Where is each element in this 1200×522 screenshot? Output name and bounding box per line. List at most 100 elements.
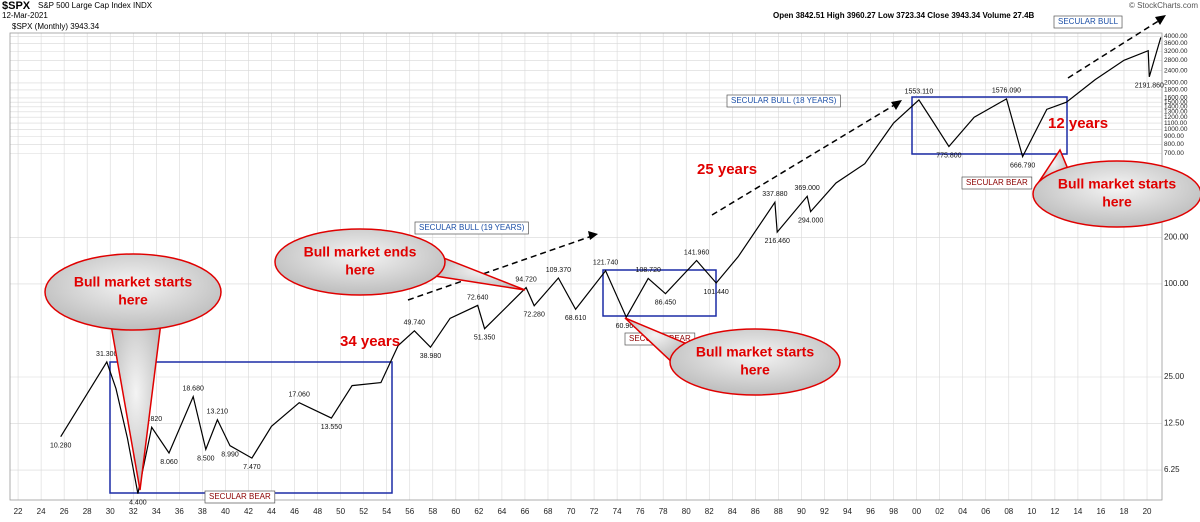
box bbox=[911, 96, 1068, 155]
callout-tail bbox=[110, 327, 162, 491]
region-label-box bbox=[204, 490, 276, 504]
arrow-head bbox=[1155, 15, 1166, 25]
span-label: 25 years bbox=[697, 161, 757, 178]
x-tick-label: 80 bbox=[682, 507, 691, 516]
arrow-heads bbox=[588, 15, 1166, 240]
value-label: 121.740 bbox=[593, 260, 618, 267]
x-tick-label: 72 bbox=[590, 507, 599, 516]
value-label: 17.060 bbox=[288, 391, 310, 398]
x-tick-label: 34 bbox=[152, 507, 161, 516]
y-tick-label: 25.00 bbox=[1164, 372, 1185, 381]
x-tick-label: 74 bbox=[613, 507, 622, 516]
x-tick-label: 84 bbox=[728, 507, 737, 516]
value-label: 72.280 bbox=[523, 312, 545, 319]
callout-text: Bull market starts bbox=[1058, 176, 1176, 192]
x-tick-label: 02 bbox=[935, 507, 944, 516]
value-label: 369.000 bbox=[795, 185, 820, 192]
value-label: 38.980 bbox=[420, 353, 442, 360]
value-label: 109.370 bbox=[546, 267, 571, 274]
y-tick-label: 3200.00 bbox=[1164, 48, 1188, 55]
region-label: SECULAR BULL (19 YEARS) bbox=[419, 223, 525, 232]
callout-text: here bbox=[740, 362, 770, 378]
arrow-head bbox=[891, 100, 902, 110]
trend-arrows bbox=[407, 19, 1161, 301]
value-label: 101.440 bbox=[704, 289, 729, 296]
x-tick-label: 22 bbox=[14, 507, 23, 516]
value-label: 13.210 bbox=[207, 409, 229, 416]
value-label: 8.060 bbox=[160, 459, 178, 466]
y-tick-label: 1300.00 bbox=[1164, 109, 1188, 116]
x-tick-label: 66 bbox=[520, 507, 529, 516]
x-tick-label: 24 bbox=[37, 507, 46, 516]
x-tick-label: 62 bbox=[474, 507, 483, 516]
x-tick-label: 58 bbox=[428, 507, 437, 516]
x-tick-label: 08 bbox=[1004, 507, 1013, 516]
x-tick-label: 68 bbox=[544, 507, 553, 516]
x-tick-label: 98 bbox=[889, 507, 898, 516]
x-tick-label: 90 bbox=[797, 507, 806, 516]
value-label: 72.640 bbox=[467, 294, 489, 301]
x-tick-label: 28 bbox=[83, 507, 92, 516]
value-label: 8.990 bbox=[221, 451, 239, 458]
value-label: 294.000 bbox=[798, 217, 823, 224]
y-tick-label: 100.00 bbox=[1164, 279, 1189, 288]
x-tick-label: 30 bbox=[106, 507, 115, 516]
x-tick-label: 92 bbox=[820, 507, 829, 516]
value-label: 1576.090 bbox=[992, 88, 1021, 95]
y-tick-label: 2800.00 bbox=[1164, 57, 1188, 64]
region-label-box bbox=[1053, 15, 1123, 29]
value-label: 4.400 bbox=[129, 499, 147, 506]
y-tick-label: 3600.00 bbox=[1164, 40, 1188, 47]
x-tick-label: 20 bbox=[1143, 507, 1152, 516]
y-tick-label: 1200.00 bbox=[1164, 114, 1188, 121]
x-tick-label: 38 bbox=[198, 507, 207, 516]
x-tick-label: 00 bbox=[912, 507, 921, 516]
region-label: SECULAR BEAR bbox=[966, 178, 1028, 187]
x-tick-label: 78 bbox=[659, 507, 668, 516]
secular-boxes bbox=[109, 96, 1068, 494]
x-tick-label: 88 bbox=[774, 507, 783, 516]
callout bbox=[1032, 160, 1200, 228]
y-tick-label: 1100.00 bbox=[1164, 120, 1187, 127]
callout-text: here bbox=[118, 292, 148, 308]
callout bbox=[44, 253, 222, 331]
value-label: 60.960 bbox=[616, 323, 638, 330]
value-label: 7.470 bbox=[243, 464, 261, 471]
value-label: 18.680 bbox=[182, 385, 204, 392]
x-tick-label: 18 bbox=[1120, 507, 1129, 516]
y-tick-label: 1600.00 bbox=[1164, 95, 1188, 102]
x-tick-label: 52 bbox=[359, 507, 368, 516]
quote: Open 3842.51 High 3960.27 Low 3723.34 Cl… bbox=[773, 11, 1035, 20]
y-tick-label: 1500.00 bbox=[1164, 99, 1188, 106]
region-label-box bbox=[961, 176, 1033, 190]
y-tick-label: 2400.00 bbox=[1164, 67, 1188, 74]
value-label: 1553.110 bbox=[905, 89, 934, 96]
x-tick-label: 12 bbox=[1050, 507, 1059, 516]
y-tick-label: 2000.00 bbox=[1164, 80, 1188, 87]
x-tick-label: 40 bbox=[221, 507, 230, 516]
subtitle: S&P 500 Large Cap Index INDX bbox=[38, 1, 153, 10]
x-tick-label: 56 bbox=[405, 507, 414, 516]
x-tick-label: 70 bbox=[567, 507, 576, 516]
span-label: 12 years bbox=[1048, 115, 1108, 132]
value-label: 68.610 bbox=[565, 315, 587, 322]
x-tick-label: 16 bbox=[1096, 507, 1105, 516]
value-label: 49.740 bbox=[404, 320, 426, 327]
region-label: SECULAR BULL (18 YEARS) bbox=[731, 96, 837, 105]
x-tick-label: 76 bbox=[636, 507, 645, 516]
y-tick-label: 700.00 bbox=[1164, 150, 1184, 157]
x-tick-label: 94 bbox=[843, 507, 852, 516]
y-tick-label: 1000.00 bbox=[1164, 126, 1188, 133]
callout-text: here bbox=[345, 262, 375, 278]
y-tick-label: 6.25 bbox=[1164, 465, 1180, 474]
x-tick-label: 54 bbox=[382, 507, 391, 516]
region-label: SECULAR BULL bbox=[1058, 17, 1119, 26]
callout-text: here bbox=[1102, 194, 1132, 210]
x-tick-label: 26 bbox=[60, 507, 69, 516]
x-tick-label: 60 bbox=[451, 507, 460, 516]
y-tick-label: 200.00 bbox=[1164, 233, 1189, 242]
y-tick-label: 800.00 bbox=[1164, 141, 1184, 148]
value-label: 2191.860 bbox=[1135, 83, 1164, 90]
region-label-box bbox=[726, 94, 841, 108]
x-tick-label: 86 bbox=[751, 507, 760, 516]
